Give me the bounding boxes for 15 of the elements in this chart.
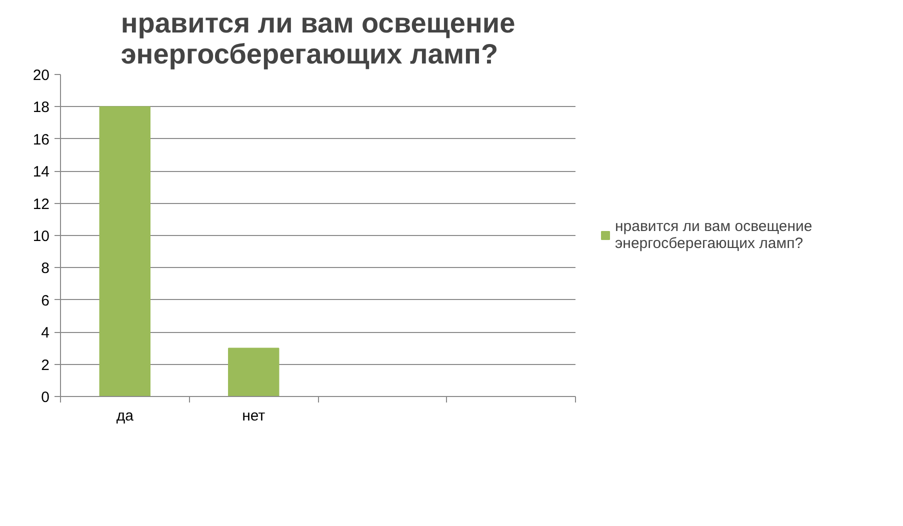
legend-label: нравится ли вам освещение энергосберегающих ламп? <box>615 218 812 252</box>
y-tick-label: 20 <box>32 67 50 84</box>
x-tick-label: да <box>116 408 134 424</box>
y-tick-label: 0 <box>41 389 50 406</box>
y-tick-label: 2 <box>41 356 50 374</box>
y-tick-label: 14 <box>32 164 50 181</box>
y-tick-label: 6 <box>41 292 50 310</box>
y-tick-label: 18 <box>32 99 50 116</box>
y-tick-label: 16 <box>32 131 50 148</box>
y-tick-label: 8 <box>41 260 50 278</box>
x-tick-label: нет <box>242 408 266 424</box>
y-tick-label: 12 <box>32 196 50 213</box>
chart-title: нравится ли вам освещение энергосберегающих ламп? <box>120 8 516 70</box>
y-tick-label: 4 <box>41 324 50 342</box>
y-tick-label: 10 <box>32 228 50 245</box>
